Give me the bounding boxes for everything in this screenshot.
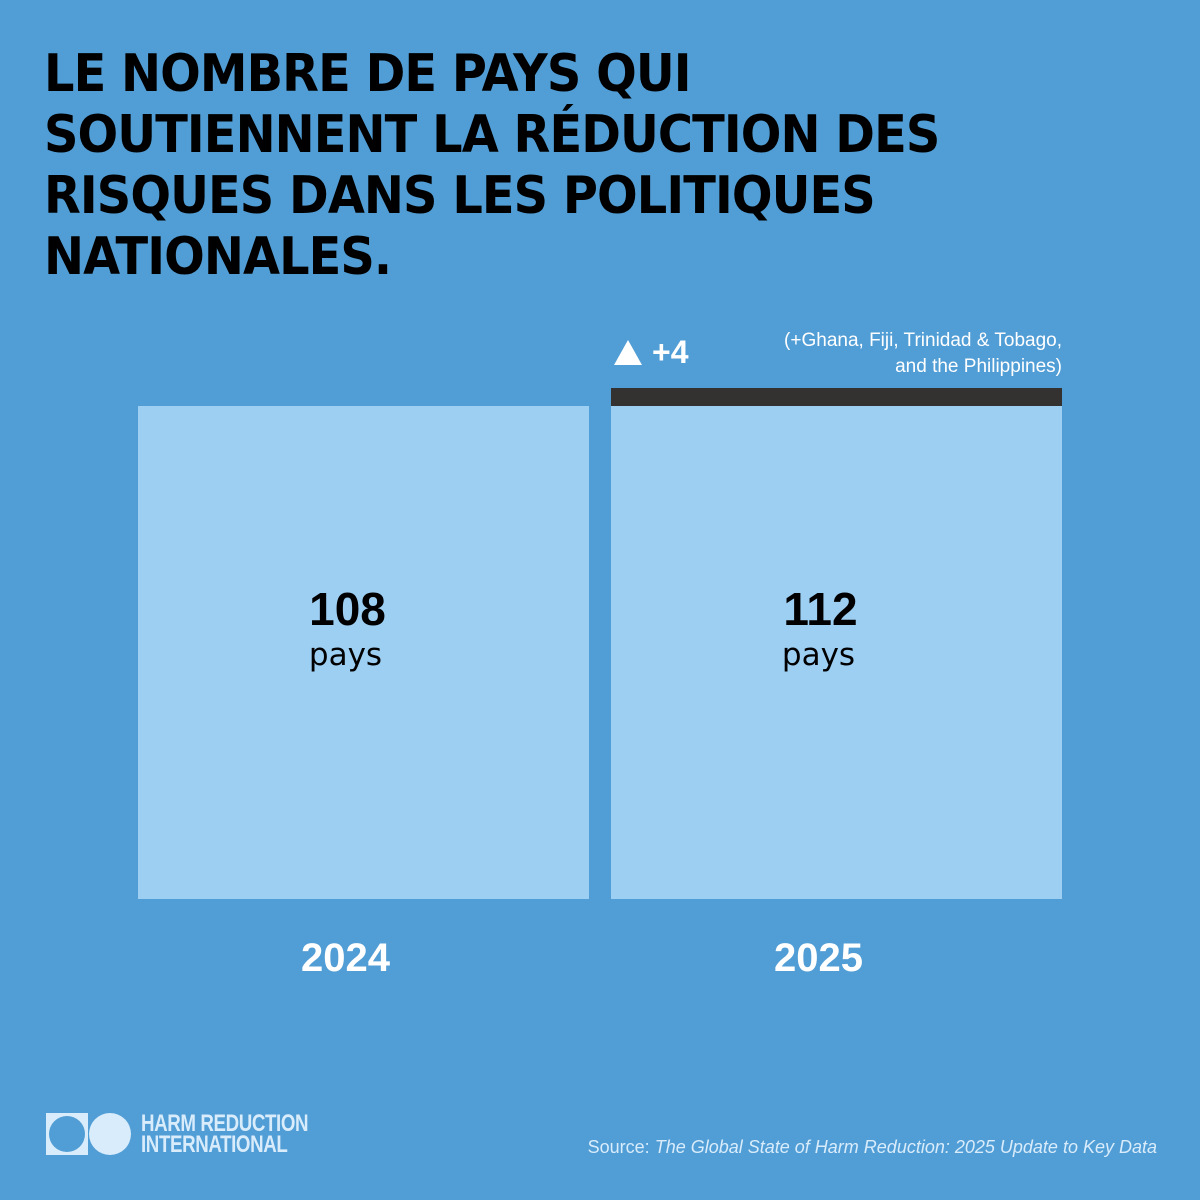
- title-line: LE NOMBRE DE PAYS QUI: [44, 44, 692, 104]
- increase-band: [611, 388, 1062, 406]
- unit-label: pays: [782, 637, 855, 673]
- increase-note-line: and the Philippines): [895, 356, 1062, 377]
- title-line: NATIONALES.: [44, 227, 392, 287]
- logo-mark: [46, 1113, 131, 1155]
- source-title: The Global State of Harm Reduction: 2025…: [654, 1137, 1157, 1157]
- category-label: 2024: [301, 936, 391, 980]
- bar-2024: [138, 406, 589, 899]
- logo-line: INTERNATIONAL: [141, 1131, 288, 1158]
- category-label: 2025: [774, 936, 863, 980]
- logo-text: HARM REDUCTION INTERNATIONAL: [141, 1110, 309, 1158]
- value-label: 108: [309, 583, 386, 635]
- logo-circle-icon: [89, 1113, 131, 1155]
- page-title: LE NOMBRE DE PAYS QUI SOUTIENNENT LA RÉD…: [44, 44, 964, 288]
- value-label: 112: [783, 583, 857, 635]
- increase-value: +4: [652, 334, 689, 370]
- source-citation: Source: The Global State of Harm Reducti…: [588, 1137, 1157, 1158]
- increase-annotation: +4: [614, 334, 688, 371]
- title-line: RISQUES DANS LES POLITIQUES: [44, 166, 876, 226]
- increase-note: (+Ghana, Fiji, Trinidad & Tobago, and th…: [784, 328, 1062, 380]
- logo-square-icon: [46, 1113, 88, 1155]
- triangle-up-icon: [614, 340, 642, 365]
- hri-logo: HARM REDUCTION INTERNATIONAL: [46, 1110, 355, 1158]
- increase-note-line: (+Ghana, Fiji, Trinidad & Tobago,: [784, 330, 1062, 351]
- source-label: Source:: [587, 1137, 650, 1157]
- logo-line: HARM REDUCTION: [141, 1110, 309, 1137]
- bar-2025: [611, 406, 1062, 899]
- title-line: SOUTIENNENT LA RÉDUCTION DES: [44, 105, 940, 165]
- unit-label: pays: [309, 637, 382, 673]
